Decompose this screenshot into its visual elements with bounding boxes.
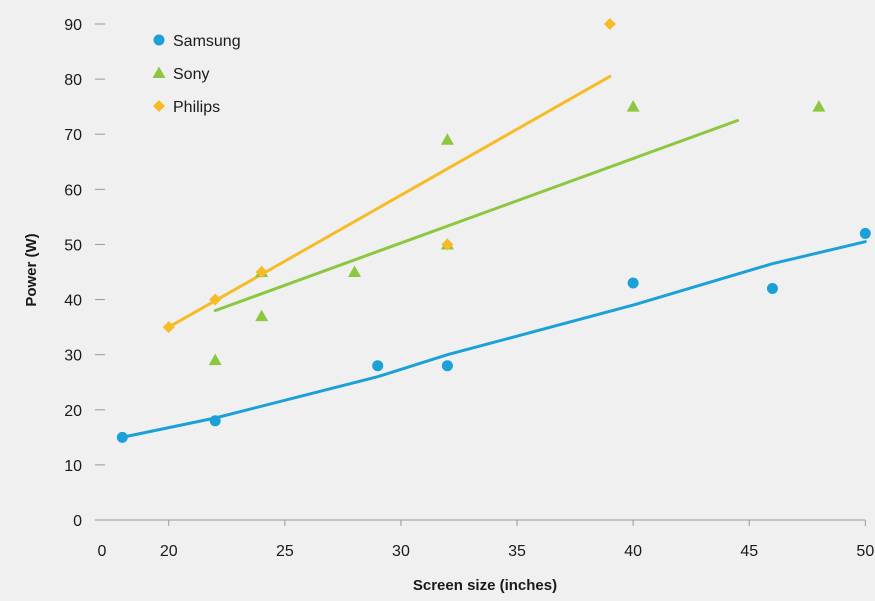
data-point-samsung xyxy=(441,360,453,372)
data-point-sony xyxy=(348,265,362,278)
x-tick-label: 45 xyxy=(740,543,758,560)
data-point-philips xyxy=(603,18,616,31)
data-point-philips xyxy=(441,238,454,251)
data-point-sony xyxy=(208,353,222,366)
y-tick-label: 40 xyxy=(64,293,82,310)
y-tick-label: 70 xyxy=(64,127,82,144)
legend: Samsung Sony Philips xyxy=(152,33,241,116)
x-tick-label: 25 xyxy=(276,543,294,560)
x-tick-label: 35 xyxy=(508,543,526,560)
trendline-philips xyxy=(167,74,612,329)
data-point-philips xyxy=(255,266,268,279)
y-tick-label: 80 xyxy=(64,72,82,89)
y-tick-label: 60 xyxy=(64,182,82,199)
data-point-sony xyxy=(626,100,640,112)
x-axis-ticks: 0 20 25 30 35 40 45 50 xyxy=(98,520,874,560)
data-point-sony xyxy=(440,133,454,145)
x-tick-label: 40 xyxy=(624,543,642,560)
trendline-samsung xyxy=(120,240,867,439)
trendlines xyxy=(120,74,867,439)
x-tick-label: 30 xyxy=(392,543,410,560)
y-tick-label: 20 xyxy=(64,403,82,420)
data-point-samsung xyxy=(116,431,128,443)
legend-marker-sony xyxy=(152,66,166,78)
legend-label-samsung: Samsung xyxy=(173,33,241,50)
data-point-samsung xyxy=(627,277,639,289)
y-tick-label: 30 xyxy=(64,348,82,365)
data-point-philips xyxy=(162,321,175,334)
legend-marker-philips xyxy=(153,100,165,112)
x-axis-title: Screen size (inches) xyxy=(413,577,557,594)
trendline-sony xyxy=(213,119,740,313)
legend-marker-samsung xyxy=(153,34,165,46)
x-tick-label: 50 xyxy=(856,543,874,560)
x-tick-label: 20 xyxy=(160,543,178,560)
legend-label-philips: Philips xyxy=(173,99,220,116)
plot-area: 0 20 25 30 35 40 45 50 0 10 20 30 40 50 60 70 80 90 xyxy=(64,17,874,560)
y-tick-label: 90 xyxy=(64,17,82,34)
y-axis-title: Power (W) xyxy=(23,233,40,306)
legend-label-sony: Sony xyxy=(173,66,209,83)
y-tick-label: 0 xyxy=(73,513,82,530)
data-point-samsung xyxy=(372,360,384,372)
data-point-samsung xyxy=(859,227,871,239)
y-tick-label: 50 xyxy=(64,237,82,254)
y-axis-ticks: 0 10 20 30 40 50 60 70 80 90 xyxy=(64,17,105,530)
x-tick-label: 0 xyxy=(98,543,107,560)
data-point-philips xyxy=(209,293,222,306)
data-point-samsung xyxy=(766,283,778,295)
y-tick-label: 10 xyxy=(64,458,82,475)
data-point-samsung xyxy=(209,415,221,427)
data-point-sony xyxy=(812,100,826,112)
data-points xyxy=(116,18,871,443)
data-point-sony xyxy=(255,309,269,322)
